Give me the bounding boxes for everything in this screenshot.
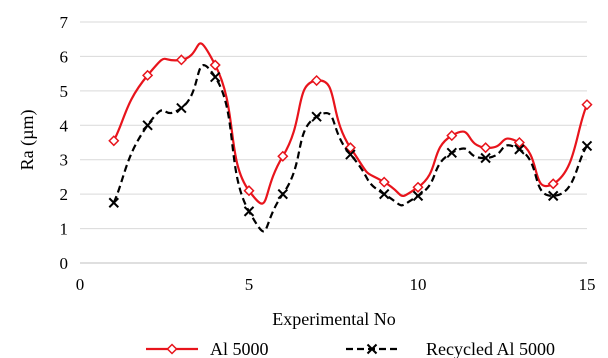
marker-stroke (277, 188, 289, 200)
legend: Al 5000 Recycled Al 5000 (146, 339, 555, 358)
data-point (311, 111, 322, 122)
data-point (209, 71, 221, 83)
data-point (344, 142, 356, 154)
marker-stroke (176, 102, 187, 114)
marker-stroke (446, 147, 458, 159)
marker-stroke (412, 190, 424, 202)
marker-stroke (547, 190, 559, 202)
data-point (581, 140, 593, 152)
series-1 (108, 42, 593, 205)
data-point (378, 188, 390, 200)
x-tick-labels: 0 5 10 15 (76, 275, 596, 294)
x-tick-label: 0 (76, 275, 85, 294)
data-point (581, 99, 593, 111)
y-tick-label: 6 (60, 47, 69, 66)
data-point (514, 144, 525, 155)
series-2 (108, 64, 593, 233)
series-group (108, 42, 593, 233)
data-point (446, 130, 458, 142)
data-point (243, 206, 255, 217)
data-point (378, 176, 390, 188)
marker-stroke (345, 149, 356, 160)
marker-stroke (514, 144, 525, 155)
marker-stroke (581, 140, 593, 152)
series-line (112, 42, 589, 205)
data-point (209, 59, 221, 71)
marker-stroke (142, 120, 153, 131)
y-tick-label: 3 (60, 151, 69, 170)
data-point (277, 150, 289, 162)
data-point (277, 188, 289, 200)
y-tick-label: 7 (60, 13, 69, 32)
marker-stroke (108, 197, 120, 208)
marker-stroke (366, 343, 378, 355)
y-axis-title: Ra (µm) (17, 110, 38, 171)
marker-stroke (378, 188, 390, 200)
y-tick-label: 0 (60, 254, 69, 273)
y-tick-label: 2 (60, 185, 69, 204)
data-point (513, 136, 525, 149)
data-point (175, 54, 187, 66)
data-point (547, 178, 559, 190)
data-point (480, 152, 491, 164)
x-tick-label: 5 (245, 275, 254, 294)
data-point (412, 181, 424, 193)
marker-stroke (311, 111, 322, 122)
data-point (243, 185, 255, 197)
marker-stroke (209, 71, 221, 83)
data-point (142, 69, 154, 81)
series-line (112, 64, 588, 233)
data-point (446, 147, 458, 159)
data-point (345, 149, 356, 160)
x-axis-title: Experimental No (272, 309, 395, 329)
y-tick-label: 5 (60, 82, 69, 101)
data-point (108, 197, 120, 208)
legend-label: Recycled Al 5000 (426, 339, 555, 358)
legend-item-2: Recycled Al 5000 (346, 339, 555, 358)
legend-label: Al 5000 (210, 339, 269, 358)
marker-stroke (243, 206, 255, 217)
legend-marker (166, 343, 178, 355)
data-point (547, 190, 559, 202)
x-tick-label: 10 (410, 275, 427, 294)
marker-stroke (480, 152, 491, 164)
x-tick-label: 15 (579, 275, 596, 294)
data-point (311, 74, 323, 87)
y-tick-labels: 0 1 2 3 4 5 6 7 (60, 13, 69, 273)
y-tick-label: 4 (60, 116, 69, 135)
legend-item-1: Al 5000 (146, 339, 269, 358)
data-point (108, 135, 120, 147)
y-tick-label: 1 (60, 220, 69, 239)
legend-marker (366, 343, 378, 355)
gridlines (80, 21, 587, 230)
data-point (142, 120, 153, 131)
data-point (480, 142, 492, 154)
data-point (176, 102, 187, 114)
data-point (412, 190, 424, 202)
